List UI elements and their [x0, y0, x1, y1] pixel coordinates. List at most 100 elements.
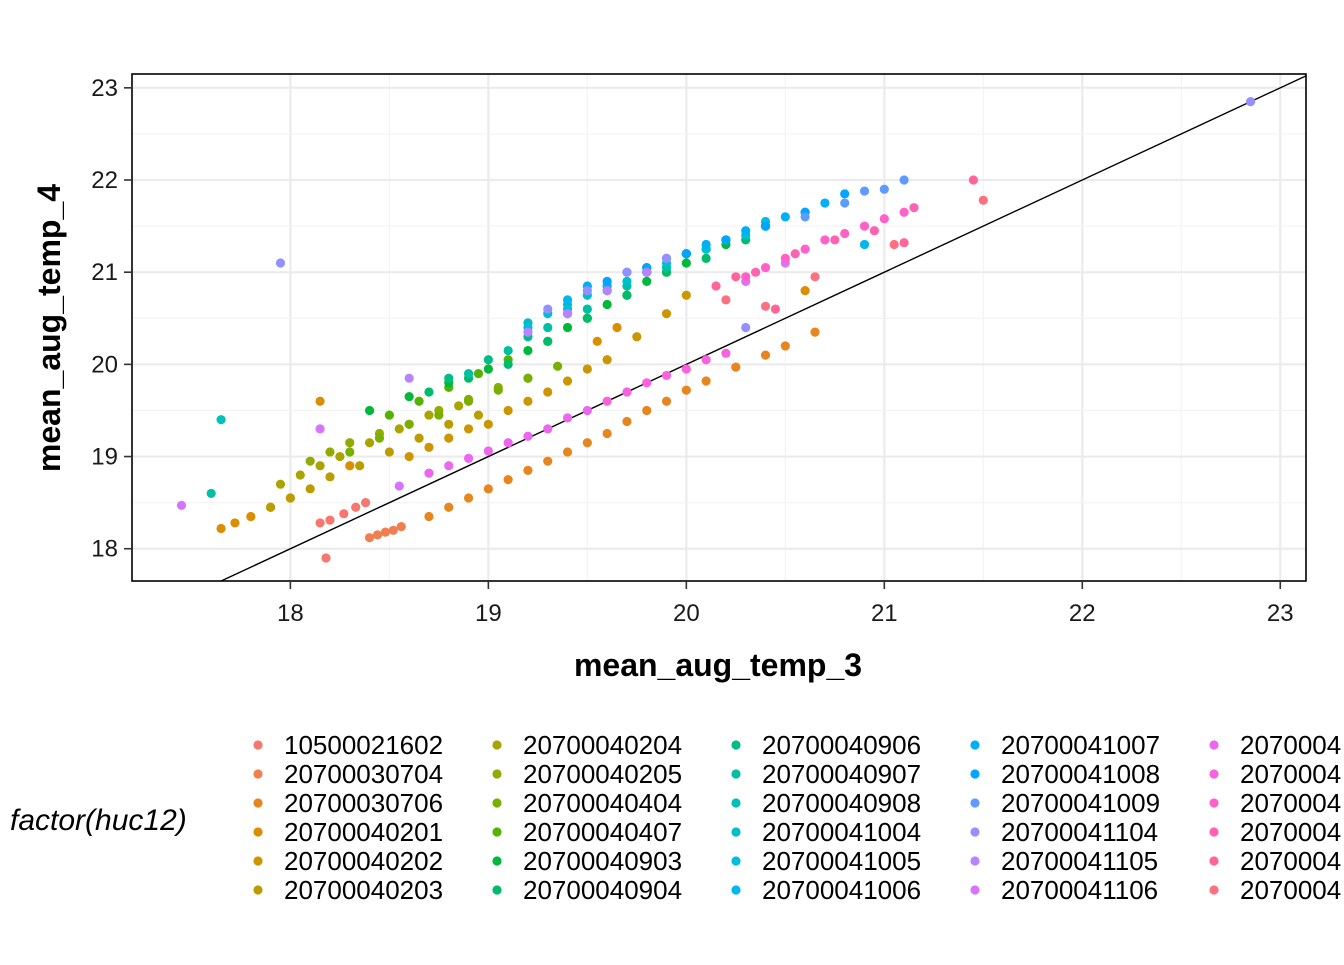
data-point: [503, 405, 513, 416]
data-point: [602, 355, 612, 365]
data-point: [731, 362, 741, 372]
data-point: [523, 373, 533, 383]
legend-label: 20700040205: [523, 759, 682, 789]
legend-label: 10500021602: [284, 730, 443, 760]
data-point: [206, 488, 216, 499]
data-point: [394, 424, 404, 434]
data-point: [582, 304, 592, 314]
data-point: [562, 413, 573, 423]
data-point: [879, 184, 889, 194]
legend-label: 20700040903: [523, 846, 682, 876]
data-point: [582, 405, 592, 416]
data-point: [543, 387, 553, 397]
data-point: [315, 424, 325, 434]
legend-item: 2070004: [1209, 875, 1341, 905]
legend-label: 20700041009: [1001, 788, 1160, 818]
data-point: [879, 214, 889, 224]
legend-item: 2070004: [1209, 759, 1341, 789]
legend-key: [731, 856, 741, 866]
data-point: [543, 304, 553, 314]
y-tick-label: 23: [91, 75, 118, 102]
legend-item: 20700041007: [970, 730, 1160, 760]
data-point: [473, 410, 484, 420]
legend-label: 20700040202: [284, 846, 443, 876]
legend-label: 20700041005: [762, 846, 921, 876]
data-point: [543, 424, 553, 434]
data-point: [859, 186, 870, 196]
data-point: [800, 244, 810, 254]
data-point: [562, 376, 573, 386]
data-point: [622, 387, 632, 397]
data-point: [562, 309, 573, 319]
legend-item: 20700040203: [253, 875, 443, 905]
legend-key: [1209, 827, 1219, 837]
data-point: [701, 253, 711, 263]
legend-key: [492, 798, 502, 808]
legend-item: 20700040204: [492, 730, 682, 760]
data-point: [339, 509, 349, 519]
data-point: [473, 368, 484, 379]
legend-item: 20700041008: [970, 759, 1160, 789]
legend-key: [731, 769, 741, 779]
legend-label: 2070004: [1240, 875, 1341, 905]
data-point: [622, 267, 632, 277]
data-point: [582, 286, 592, 296]
data-point: [800, 212, 810, 222]
legend-key: [492, 827, 502, 837]
data-point: [612, 322, 622, 333]
data-point: [642, 267, 652, 277]
data-point: [721, 295, 731, 305]
data-point: [632, 332, 642, 342]
data-point: [543, 322, 553, 333]
data-point: [582, 313, 592, 323]
data-point: [741, 272, 751, 282]
data-point: [364, 438, 375, 448]
legend-label: 20700040907: [762, 759, 921, 789]
data-point: [424, 387, 434, 397]
legend-key: [1209, 740, 1219, 750]
data-point: [315, 461, 325, 471]
legend-key: [492, 856, 502, 866]
legend-key: [492, 769, 502, 779]
legend: 1050002160220700030704207000307062070004…: [253, 730, 1341, 905]
legend-label: 20700030706: [284, 788, 443, 818]
data-point: [364, 533, 375, 543]
legend-item: 20700041104: [970, 817, 1158, 847]
data-point: [681, 290, 691, 300]
data-point: [820, 198, 830, 208]
legend-item: 2070004: [1209, 730, 1341, 760]
legend-key: [253, 885, 263, 895]
data-point: [968, 175, 978, 185]
data-point: [592, 336, 602, 346]
data-point: [602, 396, 612, 406]
data-point: [909, 203, 919, 213]
data-point: [582, 438, 592, 448]
data-point: [325, 447, 335, 457]
legend-key: [253, 856, 263, 866]
legend-label: 20700040904: [523, 875, 682, 905]
legend-item: 20700040904: [492, 875, 682, 905]
data-point: [483, 355, 493, 365]
legend-label: 20700041008: [1001, 759, 1160, 789]
legend-label: 20700041004: [762, 817, 921, 847]
plot-panel-border: [131, 73, 1307, 582]
data-point: [315, 396, 325, 406]
legend-key: [731, 798, 741, 808]
data-point: [810, 327, 820, 337]
legend-key: [970, 740, 980, 750]
data-point: [562, 322, 573, 333]
x-axis-title: mean_aug_temp_3: [574, 647, 862, 683]
legend-key: [970, 798, 980, 808]
data-point: [388, 525, 398, 535]
data-point: [396, 522, 406, 532]
data-point: [899, 238, 909, 248]
data-point: [622, 290, 632, 300]
data-point: [751, 267, 761, 277]
data-point: [351, 502, 361, 512]
data-point: [414, 433, 424, 443]
data-point: [681, 364, 691, 374]
legend-key: [731, 827, 741, 837]
data-point: [840, 198, 850, 208]
legend-label: 2070004: [1240, 759, 1341, 789]
